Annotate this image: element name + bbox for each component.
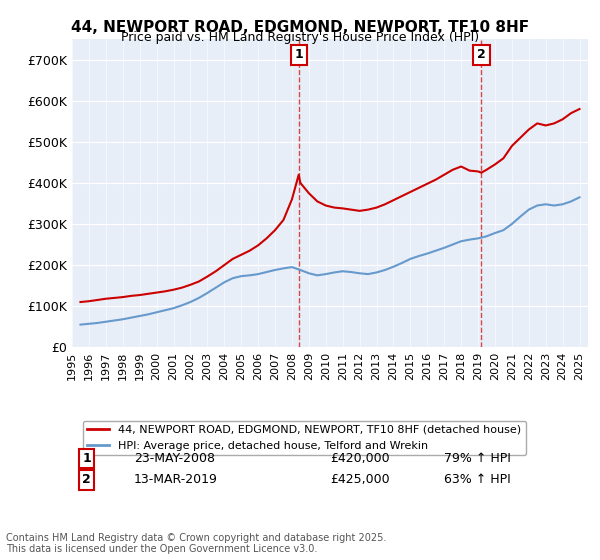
Text: 2: 2 [477,48,486,62]
Text: Price paid vs. HM Land Registry's House Price Index (HPI): Price paid vs. HM Land Registry's House … [121,31,479,44]
Legend: 44, NEWPORT ROAD, EDGMOND, NEWPORT, TF10 8HF (detached house), HPI: Average pric: 44, NEWPORT ROAD, EDGMOND, NEWPORT, TF10… [83,421,526,455]
Text: £420,000: £420,000 [330,452,389,465]
Text: 1: 1 [82,452,91,465]
Text: 63% ↑ HPI: 63% ↑ HPI [443,474,510,487]
Text: 1: 1 [295,48,303,62]
Text: £425,000: £425,000 [330,474,389,487]
Text: 44, NEWPORT ROAD, EDGMOND, NEWPORT, TF10 8HF: 44, NEWPORT ROAD, EDGMOND, NEWPORT, TF10… [71,20,529,35]
Text: 23-MAY-2008: 23-MAY-2008 [134,452,215,465]
Text: 13-MAR-2019: 13-MAR-2019 [134,474,218,487]
Text: 79% ↑ HPI: 79% ↑ HPI [443,452,511,465]
Text: 2: 2 [82,474,91,487]
Text: Contains HM Land Registry data © Crown copyright and database right 2025.
This d: Contains HM Land Registry data © Crown c… [6,533,386,554]
